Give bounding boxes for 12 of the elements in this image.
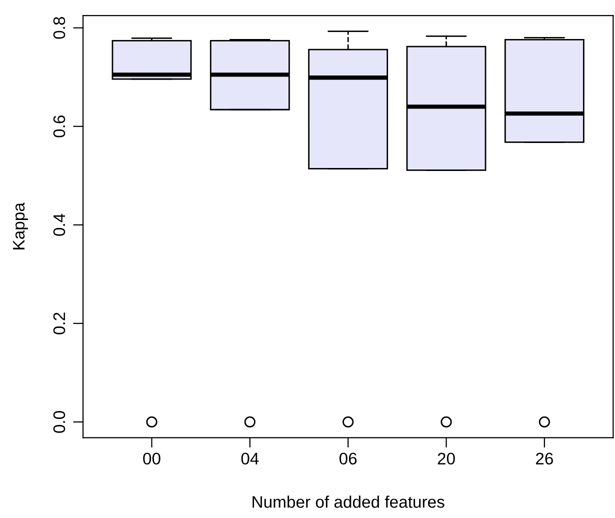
y-tick-label: 0.6 — [53, 116, 66, 138]
x-axis-title: Number of added features — [252, 496, 444, 508]
x-tick-label: 00 — [143, 452, 160, 465]
y-tick-label: 0.4 — [53, 214, 66, 236]
y-axis-title: Kappa — [12, 202, 28, 250]
x-tick-label: 06 — [339, 452, 357, 465]
x-tick-label: 20 — [438, 452, 455, 465]
x-tick-label: 26 — [536, 452, 553, 465]
y-tick-label: 0.8 — [53, 16, 66, 39]
y-tick-label: 0.2 — [53, 312, 66, 334]
y-tick-label: 0.0 — [53, 411, 66, 433]
x-tick-label: 04 — [241, 452, 259, 465]
